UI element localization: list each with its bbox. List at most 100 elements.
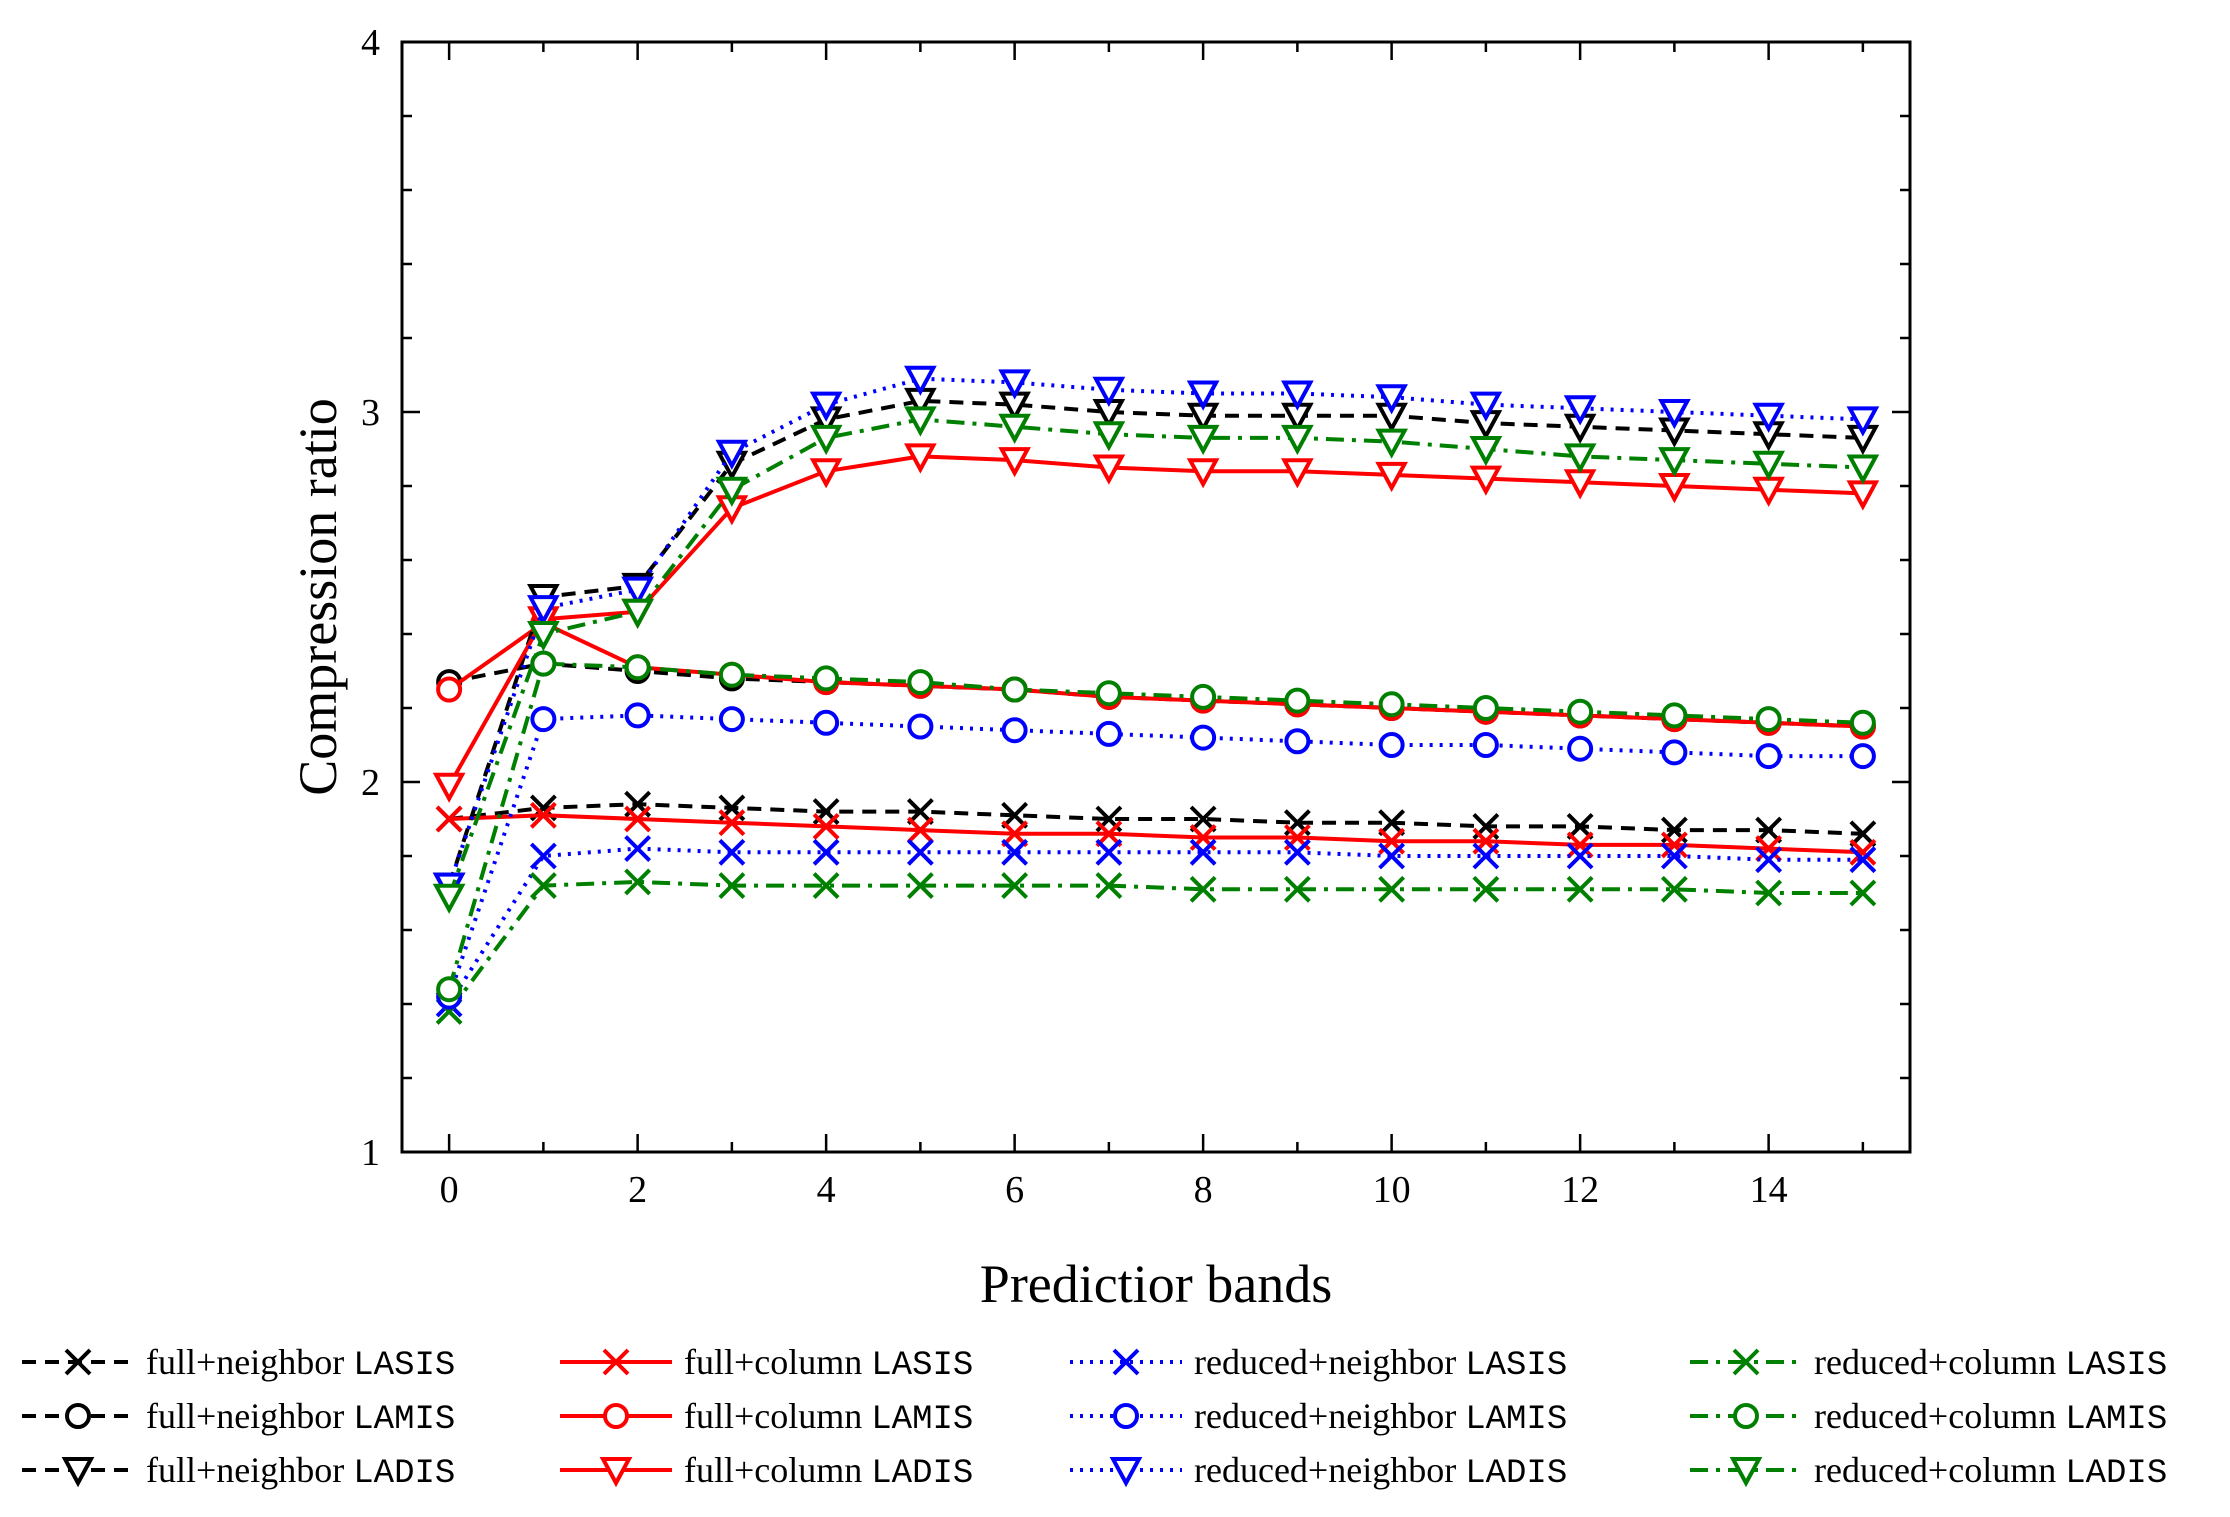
data-point (432, 883, 466, 914)
data-point (621, 576, 654, 607)
data-point (904, 443, 937, 474)
data-point (812, 812, 840, 840)
series-layer (432, 365, 1880, 1025)
data-point (1566, 831, 1594, 859)
legend-marker (1113, 1403, 1139, 1429)
data-point (1375, 384, 1408, 415)
data-point (1660, 875, 1688, 903)
data-point (906, 838, 934, 866)
data-point (624, 868, 652, 896)
legend-marker (1729, 1457, 1763, 1488)
data-point (1660, 831, 1688, 859)
data-point (624, 835, 652, 863)
data-point (1186, 458, 1220, 489)
data-point (624, 702, 651, 729)
data-point (1001, 676, 1028, 703)
data-point (1190, 724, 1217, 751)
legend-label: reduced+neighbor LAMIS (1194, 1396, 1567, 1439)
plot-area (400, 40, 1912, 1154)
legend-marker (1109, 1457, 1143, 1488)
data-point (906, 816, 934, 844)
y-axis-title: Compression ratio (288, 398, 348, 795)
data-point (621, 598, 654, 629)
series-full-neighbor-ladis (432, 387, 1880, 903)
y-tick-label: 2 (361, 762, 380, 804)
plot-border (400, 40, 1912, 1154)
data-point (1095, 872, 1123, 900)
series-reduced-column-lasis (435, 868, 1877, 1025)
data-point (1660, 842, 1688, 870)
data-point (998, 413, 1031, 444)
x-tick-label: 12 (1561, 1169, 1599, 1211)
data-point (1469, 436, 1503, 467)
series-line (447, 620, 1863, 729)
legend-item: reduced+column LAMIS (1690, 1396, 2167, 1439)
data-point (809, 391, 843, 422)
legend-label: reduced+neighbor LADIS (1194, 1450, 1567, 1493)
x-tick-label: 10 (1373, 1169, 1411, 1211)
y-tick-label: 1 (361, 1132, 380, 1174)
data-point (1658, 447, 1691, 478)
x-tick-label: 0 (440, 1169, 459, 1211)
data-point (718, 809, 746, 837)
data-point (1190, 683, 1217, 710)
x-tick-label: 14 (1750, 1169, 1788, 1211)
legend-marker (1112, 1348, 1140, 1376)
data-point (1566, 875, 1594, 903)
data-point (715, 476, 749, 507)
data-point (529, 842, 557, 870)
legend-marker (602, 1348, 630, 1376)
data-point (1849, 743, 1876, 770)
data-point (1661, 739, 1688, 766)
data-point (527, 621, 560, 652)
data-point (1092, 376, 1126, 407)
legend-item: reduced+column LASIS (1690, 1342, 2167, 1385)
legend-marker (1732, 1348, 1760, 1376)
legend-item: full+neighbor LASIS (22, 1342, 455, 1385)
legend-label: reduced+column LADIS (1814, 1450, 2167, 1493)
data-point (624, 654, 651, 681)
data-point (1001, 838, 1029, 866)
data-point (1661, 702, 1688, 729)
legend-marker (603, 1403, 629, 1429)
x-tick-label: 4 (817, 1169, 836, 1211)
legend-label: full+column LASIS (684, 1342, 973, 1385)
data-point (715, 439, 749, 470)
data-point (718, 661, 745, 688)
data-point (718, 838, 746, 866)
data-point (1284, 728, 1311, 755)
data-point (529, 801, 557, 829)
legend-item: full+column LADIS (560, 1450, 973, 1493)
data-point (1755, 846, 1783, 874)
legend-label: full+neighbor LAMIS (146, 1396, 455, 1439)
data-point (1755, 743, 1782, 770)
data-point (1846, 454, 1880, 485)
data-point (436, 976, 463, 1003)
data-point (813, 665, 840, 692)
data-point (1472, 732, 1499, 758)
series-line (448, 802, 1863, 836)
data-point (1752, 450, 1785, 481)
data-point (1755, 879, 1783, 907)
y-tick-label: 3 (361, 392, 380, 434)
series-line (449, 813, 1863, 855)
data-point (998, 369, 1031, 400)
series-line (447, 713, 1863, 998)
data-point (1001, 717, 1028, 744)
x-axis-title: Predictior bands (980, 1254, 1332, 1314)
legend-item: full+column LASIS (560, 1342, 973, 1385)
data-point (1375, 428, 1408, 459)
data-point (1849, 846, 1877, 874)
series-full-column-ladis (432, 443, 1880, 803)
data-point (432, 772, 466, 803)
data-point (1189, 838, 1217, 866)
data-point (1849, 838, 1877, 866)
series-line (447, 454, 1863, 787)
data-point (1469, 465, 1503, 496)
data-point (718, 872, 746, 900)
legend-item: reduced+neighbor LADIS (1070, 1450, 1567, 1493)
data-point (718, 706, 745, 733)
data-point (813, 709, 840, 736)
legend-marker (1733, 1403, 1759, 1429)
